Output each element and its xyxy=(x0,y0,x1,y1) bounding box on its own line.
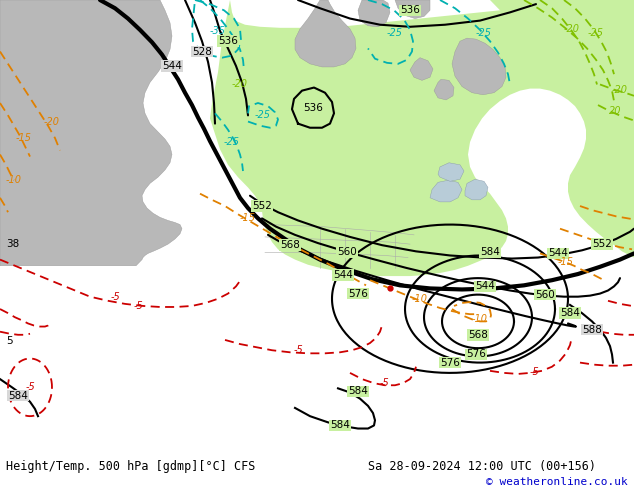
Text: 584: 584 xyxy=(348,387,368,396)
Polygon shape xyxy=(210,0,634,276)
Text: 552: 552 xyxy=(592,239,612,249)
Polygon shape xyxy=(465,179,488,200)
Text: -10: -10 xyxy=(472,315,488,324)
Text: -5: -5 xyxy=(529,367,539,377)
Text: -15: -15 xyxy=(240,213,256,223)
Text: 588: 588 xyxy=(582,325,602,335)
Polygon shape xyxy=(0,0,182,266)
Polygon shape xyxy=(438,163,464,181)
Text: 552: 552 xyxy=(252,201,272,211)
Polygon shape xyxy=(410,58,433,80)
Text: 536: 536 xyxy=(400,5,420,15)
Polygon shape xyxy=(358,0,390,27)
Text: 560: 560 xyxy=(535,290,555,299)
Polygon shape xyxy=(490,0,610,47)
Text: 576: 576 xyxy=(440,358,460,368)
Text: -20: -20 xyxy=(232,79,248,90)
Polygon shape xyxy=(452,38,506,95)
Text: Height/Temp. 500 hPa [gdmp][°C] CFS: Height/Temp. 500 hPa [gdmp][°C] CFS xyxy=(6,460,256,473)
Text: -15: -15 xyxy=(16,133,32,143)
Polygon shape xyxy=(430,180,462,202)
Text: 544: 544 xyxy=(475,281,495,292)
Text: -20: -20 xyxy=(44,117,60,126)
Text: 584: 584 xyxy=(330,420,350,430)
Text: -5: -5 xyxy=(25,382,35,392)
Polygon shape xyxy=(434,79,454,100)
Text: 584: 584 xyxy=(480,247,500,257)
Text: -20: -20 xyxy=(564,24,580,34)
Text: -25: -25 xyxy=(224,137,240,147)
Text: 544: 544 xyxy=(162,61,182,71)
Text: 544: 544 xyxy=(548,248,568,258)
Text: -10: -10 xyxy=(412,294,428,304)
Text: 38: 38 xyxy=(6,239,19,249)
Polygon shape xyxy=(395,0,430,19)
Text: -5: -5 xyxy=(133,301,143,311)
Text: 568: 568 xyxy=(468,330,488,340)
Text: -25: -25 xyxy=(387,28,403,38)
Text: -5: -5 xyxy=(293,345,303,355)
Text: -25: -25 xyxy=(476,28,492,38)
Text: 20: 20 xyxy=(609,106,621,116)
Text: 536: 536 xyxy=(218,36,238,46)
Text: 560: 560 xyxy=(337,247,357,257)
Text: -20: -20 xyxy=(612,85,628,95)
Text: 576: 576 xyxy=(348,289,368,298)
Text: -5: -5 xyxy=(110,292,120,302)
Text: 536: 536 xyxy=(303,103,323,113)
Text: 576: 576 xyxy=(466,349,486,359)
Text: 5: 5 xyxy=(6,336,13,346)
Text: 528: 528 xyxy=(192,47,212,56)
Text: -25: -25 xyxy=(588,28,604,38)
Text: -5: -5 xyxy=(379,378,389,388)
Text: 568: 568 xyxy=(280,240,300,250)
Polygon shape xyxy=(295,0,356,67)
Text: 544: 544 xyxy=(333,270,353,280)
Text: © weatheronline.co.uk: © weatheronline.co.uk xyxy=(486,477,628,487)
Text: Sa 28-09-2024 12:00 UTC (00+156): Sa 28-09-2024 12:00 UTC (00+156) xyxy=(368,460,596,473)
Text: -15: -15 xyxy=(558,257,574,267)
Text: -10: -10 xyxy=(6,175,22,185)
Text: 584: 584 xyxy=(8,391,28,400)
Text: 584: 584 xyxy=(560,308,580,318)
Text: -35: -35 xyxy=(210,26,226,36)
Text: -25: -25 xyxy=(255,110,271,121)
